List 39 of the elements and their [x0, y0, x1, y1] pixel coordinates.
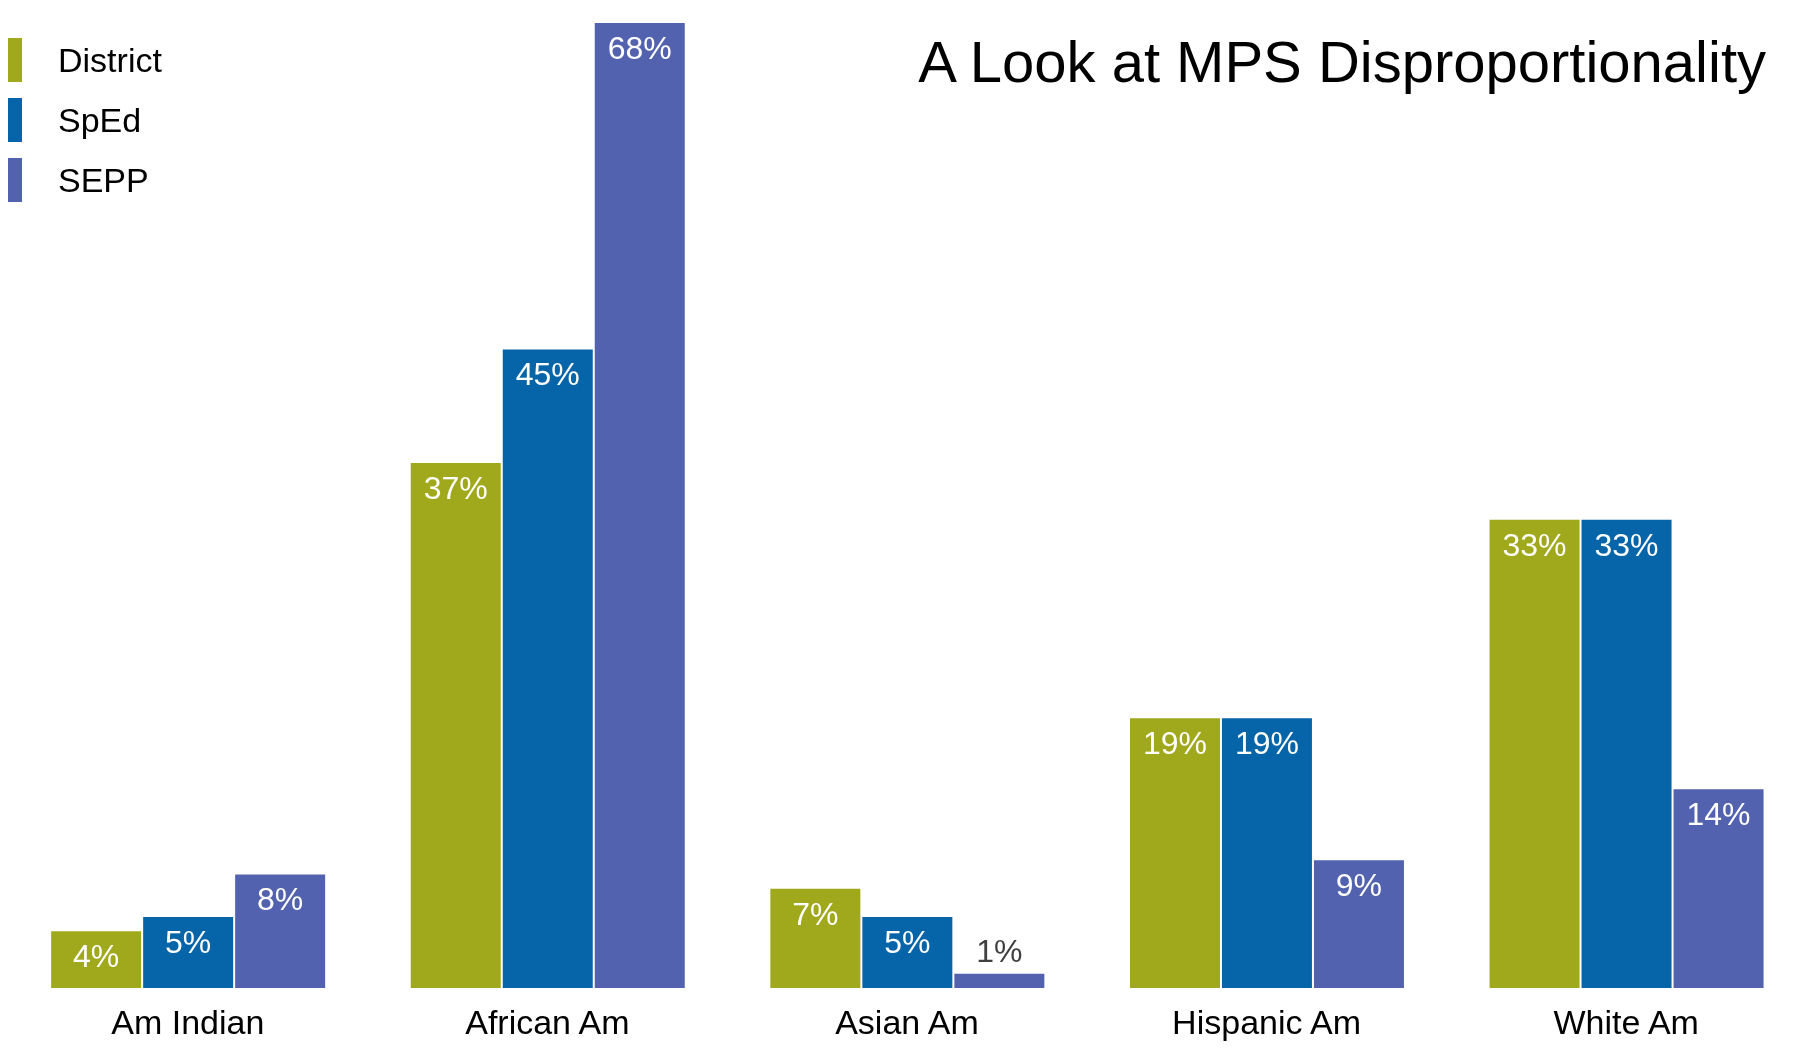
bar	[770, 888, 861, 988]
data-label: 33%	[1594, 526, 1659, 563]
bar	[862, 917, 953, 988]
data-label: 9%	[1335, 867, 1383, 904]
data-label: 68%	[607, 30, 672, 66]
bar	[1221, 718, 1312, 988]
data-label: 19%	[1142, 725, 1207, 762]
legend-label: SpEd	[58, 100, 142, 140]
data-label: 45%	[515, 356, 580, 393]
x-tick-label: Hispanic Am	[1172, 1003, 1362, 1042]
bar	[502, 349, 593, 988]
chart-title: A Look at MPS Disproportionality	[918, 28, 1766, 95]
bar	[594, 23, 685, 988]
legend-label: SEPP	[58, 160, 149, 200]
x-tick-label: White Am	[1553, 1003, 1699, 1042]
data-label: 7%	[792, 895, 839, 932]
data-label: 37%	[423, 469, 488, 506]
data-label: 5%	[165, 924, 212, 961]
bar	[1313, 860, 1404, 988]
data-label: 8%	[257, 881, 304, 918]
bar	[1489, 519, 1580, 988]
data-label: 5%	[884, 924, 931, 961]
data-label: 14%	[1686, 796, 1751, 833]
x-tick-label: African Am	[465, 1003, 630, 1042]
data-label: 19%	[1234, 725, 1299, 762]
bar	[143, 917, 234, 988]
bar	[1673, 789, 1764, 988]
bar	[410, 462, 501, 988]
bar	[1581, 519, 1672, 988]
bar	[235, 874, 326, 988]
data-label: 33%	[1502, 526, 1567, 563]
bar	[954, 973, 1045, 988]
x-tick-label: Asian Am	[835, 1003, 979, 1042]
data-label: 1%	[976, 932, 1023, 969]
bar	[51, 931, 142, 988]
data-label: 4%	[73, 938, 120, 975]
bar	[1129, 718, 1220, 988]
legend-label: District	[58, 40, 162, 80]
x-tick-label: Am Indian	[111, 1003, 265, 1042]
